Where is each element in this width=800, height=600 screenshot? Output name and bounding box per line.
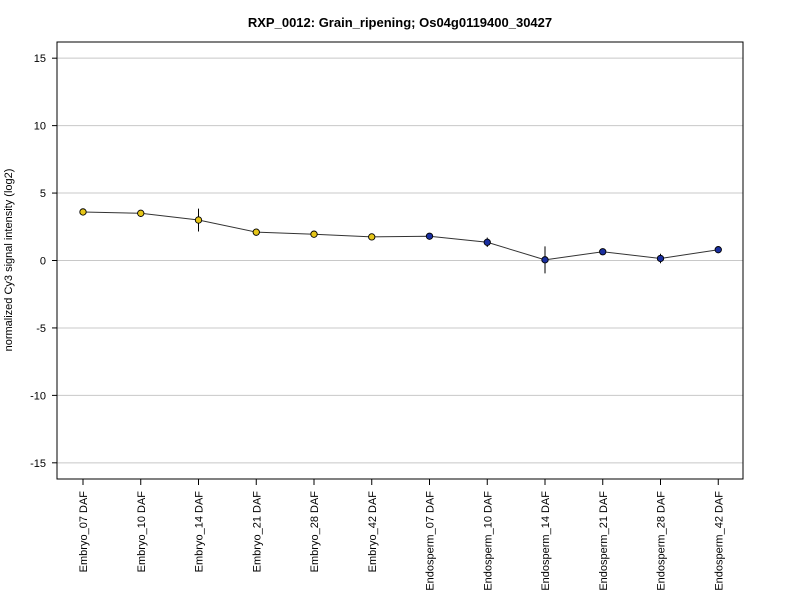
x-tick-label: Embryo_07 DAF — [78, 491, 90, 573]
data-point — [368, 233, 376, 241]
y-tick-label: 5 — [40, 188, 46, 200]
x-axis: Embryo_07 DAF Embryo_10 DAF Embryo_14 DAF E… — [78, 479, 725, 591]
data-point — [656, 254, 665, 263]
grid-lines — [57, 57, 743, 464]
plot-frame — [56, 41, 744, 480]
y-axis-label: normalized Cy3 signal intensity (log2) — [3, 169, 15, 352]
data-point — [252, 228, 260, 236]
x-tick-label: Endosperm_14 DAF — [540, 491, 552, 591]
x-tick-label: Endosperm_21 DAF — [598, 491, 610, 591]
x-tick-label: Endosperm_10 DAF — [482, 491, 494, 591]
x-tick-label: Embryo_42 DAF — [367, 491, 379, 573]
y-axis: -15 -10 -5 0 5 10 15 — [30, 53, 57, 470]
data-point — [425, 232, 434, 240]
y-tick-label: 0 — [40, 256, 46, 268]
y-tick-label: -5 — [36, 323, 46, 335]
series — [79, 208, 722, 274]
y-tick-label: -10 — [30, 390, 46, 402]
x-tick-label: Endosperm_07 DAF — [425, 491, 437, 591]
data-point — [79, 208, 87, 216]
x-tick-label: Embryo_10 DAF — [136, 491, 148, 573]
series-line — [82, 211, 719, 261]
data-point — [599, 248, 607, 256]
data-point — [541, 256, 549, 264]
data-point — [714, 246, 722, 254]
y-tick-label: 15 — [34, 53, 46, 65]
x-tick-label: Endosperm_28 DAF — [656, 491, 668, 591]
data-point — [310, 230, 318, 238]
chart-title: RXP_0012: Grain_ripening; Os04g0119400_3… — [248, 15, 552, 30]
data-point — [483, 238, 491, 246]
x-tick-label: Embryo_14 DAF — [194, 491, 206, 573]
x-tick-label: Endosperm_42 DAF — [713, 491, 725, 591]
y-tick-label: -15 — [30, 458, 46, 470]
x-tick-label: Embryo_21 DAF — [251, 491, 263, 573]
data-point — [137, 209, 145, 217]
data-point — [194, 216, 203, 224]
y-tick-label: 10 — [34, 121, 46, 133]
x-tick-label: Embryo_28 DAF — [309, 491, 321, 573]
